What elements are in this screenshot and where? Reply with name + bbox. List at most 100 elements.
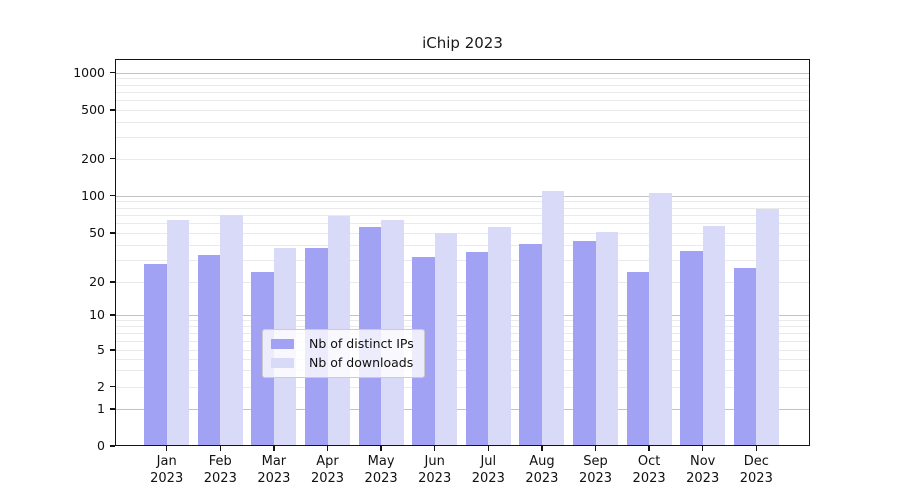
y-tick-mark <box>110 194 115 197</box>
y-axis-tick-label: 200 <box>81 150 105 166</box>
y-axis-tick-label: 10 <box>89 307 105 322</box>
y-axis-tick-label: 500 <box>81 102 105 117</box>
x-tick-mark <box>219 446 222 451</box>
x-tick-mark <box>326 446 329 451</box>
x-axis-tick-label: Nov 2023 <box>686 454 720 486</box>
legend-row-downloads: Nb of downloads <box>271 356 414 370</box>
legend: Nb of distinct IPs Nb of downloads <box>262 329 425 378</box>
x-tick-mark <box>487 446 490 451</box>
chart-title: iChip 2023 <box>422 34 503 52</box>
minor-grid-line <box>115 207 810 209</box>
y-tick-mark <box>110 71 115 74</box>
bar-downloads-sep <box>595 231 618 446</box>
x-tick-mark <box>433 446 436 451</box>
y-tick-mark <box>110 281 115 283</box>
y-tick-mark <box>110 408 115 410</box>
minor-grid-line <box>115 233 810 234</box>
x-tick-mark <box>648 446 650 451</box>
minor-grid-line <box>115 244 810 246</box>
legend-label-distinct-ips: Nb of distinct IPs <box>309 336 414 351</box>
minor-grid-line <box>115 326 810 328</box>
bar-downloads-jun <box>434 233 458 446</box>
x-tick-mark <box>755 446 758 451</box>
major-grid-line <box>115 72 810 74</box>
major-grid-line <box>115 409 810 410</box>
bar-downloads-aug <box>541 190 565 446</box>
y-axis-tick-label: 1000 <box>73 64 105 80</box>
x-tick-mark <box>380 446 382 451</box>
x-axis-tick-label: Feb 2023 <box>203 454 237 486</box>
x-tick-mark <box>541 446 543 451</box>
minor-grid-line <box>115 282 810 283</box>
minor-grid-line <box>115 84 810 86</box>
bar-downloads-dec <box>756 209 779 446</box>
x-axis-tick-label: Sep 2023 <box>578 454 613 486</box>
x-axis-tick-label: Apr 2023 <box>310 454 345 486</box>
x-axis-tick-label: Dec 2023 <box>739 454 773 486</box>
minor-grid-line <box>115 91 810 93</box>
x-tick-mark <box>165 446 168 451</box>
x-axis-tick-label: Aug 2023 <box>525 454 559 486</box>
minor-grid-line <box>115 320 810 322</box>
y-tick-mark <box>110 385 115 388</box>
major-grid-line <box>115 195 810 197</box>
legend-row-distinct-ips: Nb of distinct IPs <box>271 337 414 351</box>
bar-distinct-ips-aug <box>519 243 542 446</box>
minor-grid-line <box>115 340 810 342</box>
x-axis-tick-label: Jan 2023 <box>150 454 184 486</box>
minor-grid-line <box>115 333 810 334</box>
bar-downloads-jan <box>166 219 190 446</box>
minor-grid-line <box>115 158 810 160</box>
y-axis-tick-label: 1 <box>97 401 105 416</box>
legend-swatch-downloads <box>271 358 294 368</box>
legend-label-downloads: Nb of downloads <box>309 355 414 370</box>
bar-downloads-feb <box>220 214 243 446</box>
y-tick-mark <box>110 445 115 447</box>
major-grid-line <box>115 315 810 316</box>
bar-downloads-oct <box>649 193 672 446</box>
y-tick-mark <box>110 232 115 234</box>
bar-distinct-ips-feb <box>197 255 221 446</box>
minor-grid-line <box>115 201 810 203</box>
plot-area <box>115 59 810 446</box>
y-tick-mark <box>110 349 115 351</box>
minor-grid-line <box>115 214 810 216</box>
minor-grid-line <box>115 100 810 102</box>
x-tick-mark <box>594 446 597 451</box>
minor-grid-line <box>115 223 810 225</box>
minor-grid-line <box>115 137 810 139</box>
y-axis-tick-label: 20 <box>89 274 105 289</box>
legend-swatch-distinct-ips <box>271 339 294 349</box>
x-axis-tick-label: Jun 2023 <box>418 454 452 486</box>
x-axis-tick-label: Oct 2023 <box>632 454 666 486</box>
bar-distinct-ips-oct <box>626 272 650 446</box>
minor-grid-line <box>115 370 810 372</box>
minor-grid-line <box>115 350 810 351</box>
bar-distinct-ips-sep <box>573 241 596 446</box>
y-tick-mark <box>110 157 115 160</box>
minor-grid-line <box>115 110 810 111</box>
x-tick-mark <box>701 446 704 451</box>
bar-distinct-ips-jan <box>144 264 167 446</box>
bar-distinct-ips-dec <box>733 267 757 446</box>
x-axis-tick-label: Mar 2023 <box>257 454 291 486</box>
y-axis-tick-label: 100 <box>81 187 105 203</box>
minor-grid-line <box>115 260 810 262</box>
bar-distinct-ips-nov <box>680 250 703 446</box>
minor-grid-line <box>115 386 810 388</box>
x-axis-tick-label: Jul 2023 <box>471 454 505 486</box>
y-axis-tick-label: 2 <box>97 378 105 394</box>
y-tick-mark <box>110 314 115 316</box>
y-axis-tick-label: 0 <box>97 438 105 453</box>
x-tick-mark <box>273 446 275 451</box>
y-axis-tick-label: 50 <box>89 225 105 240</box>
x-axis-tick-label: May 2023 <box>364 454 398 486</box>
y-axis-tick-label: 5 <box>97 342 105 357</box>
y-tick-mark <box>110 109 115 111</box>
bar-downloads-nov <box>702 225 726 446</box>
minor-grid-line <box>115 121 810 123</box>
minor-grid-line <box>115 78 810 80</box>
bar-downloads-jul <box>488 226 511 446</box>
bar-distinct-ips-jul <box>465 252 489 446</box>
